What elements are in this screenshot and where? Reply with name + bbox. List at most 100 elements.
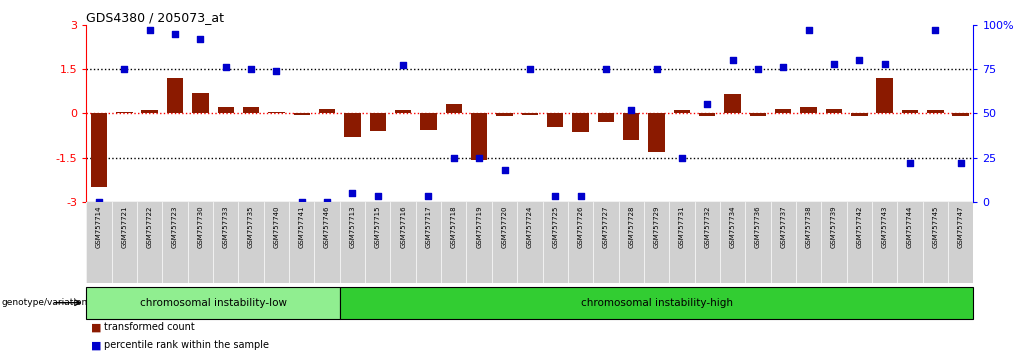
Text: GSM757733: GSM757733 [223, 206, 229, 249]
Text: GSM757731: GSM757731 [679, 206, 685, 249]
Point [648, 66, 664, 72]
Text: percentile rank within the sample: percentile rank within the sample [104, 340, 269, 350]
Bar [699, 113, 715, 116]
Bar [826, 109, 842, 113]
Bar [877, 78, 893, 113]
Point [497, 167, 513, 173]
Point [90, 199, 107, 205]
Point [547, 194, 563, 199]
Text: GSM757723: GSM757723 [172, 206, 178, 249]
Bar [395, 110, 411, 113]
Text: GSM757715: GSM757715 [375, 206, 381, 249]
Bar [623, 113, 639, 140]
Text: GSM757714: GSM757714 [97, 206, 102, 249]
Point [623, 107, 639, 113]
Bar [902, 110, 918, 113]
Bar [547, 113, 564, 127]
Point [851, 57, 868, 63]
Bar [446, 104, 462, 113]
Point [395, 63, 411, 68]
Bar [90, 113, 108, 187]
Bar [801, 107, 817, 113]
Text: GSM757734: GSM757734 [729, 206, 736, 249]
Bar [167, 78, 183, 113]
Text: GSM757722: GSM757722 [146, 206, 152, 248]
Bar [724, 94, 741, 113]
Bar [192, 93, 208, 113]
Text: GSM757746: GSM757746 [324, 206, 330, 249]
Text: GSM757725: GSM757725 [552, 206, 558, 248]
Bar [648, 113, 664, 152]
Bar [572, 113, 588, 132]
Point [192, 36, 208, 42]
Text: GDS4380 / 205073_at: GDS4380 / 205073_at [86, 11, 225, 24]
Point [167, 31, 183, 36]
Point [243, 66, 259, 72]
Point [370, 194, 386, 199]
Point [801, 27, 817, 33]
Point [471, 155, 488, 160]
Text: GSM757713: GSM757713 [350, 206, 356, 249]
Point [522, 66, 538, 72]
Bar [319, 109, 335, 113]
Bar [851, 113, 868, 116]
Text: GSM757739: GSM757739 [831, 206, 837, 249]
Point [928, 27, 944, 33]
Bar [471, 113, 488, 160]
Text: GSM757718: GSM757718 [451, 206, 457, 249]
Bar [268, 112, 284, 113]
Text: GSM757716: GSM757716 [400, 206, 406, 249]
Text: chromosomal instability-low: chromosomal instability-low [139, 298, 287, 308]
Text: GSM757726: GSM757726 [577, 206, 583, 249]
Text: GSM757717: GSM757717 [426, 206, 432, 249]
Bar [674, 110, 690, 113]
Point [319, 199, 335, 205]
Point [953, 160, 969, 166]
Bar [344, 113, 361, 137]
Text: GSM757743: GSM757743 [882, 206, 888, 249]
Text: GSM757735: GSM757735 [248, 206, 254, 249]
Bar [750, 113, 766, 116]
Bar [496, 113, 513, 116]
Text: GSM757742: GSM757742 [856, 206, 863, 248]
Bar [294, 113, 310, 115]
Point [877, 61, 893, 67]
Point [775, 64, 791, 70]
Bar [775, 109, 791, 113]
Point [572, 194, 588, 199]
Point [421, 194, 437, 199]
Text: genotype/variation: genotype/variation [1, 298, 87, 307]
Text: GSM757732: GSM757732 [704, 206, 710, 249]
Point [826, 61, 842, 67]
Bar [86, 287, 339, 319]
Text: GSM757745: GSM757745 [933, 206, 939, 248]
Point [344, 190, 361, 196]
Text: chromosomal instability-high: chromosomal instability-high [580, 298, 733, 308]
Bar [370, 113, 386, 131]
Point [116, 66, 132, 72]
Bar [339, 287, 973, 319]
Text: ■: ■ [90, 322, 102, 332]
Bar [927, 110, 944, 113]
Bar [521, 113, 538, 115]
Text: GSM757721: GSM757721 [121, 206, 127, 249]
Bar [116, 112, 133, 113]
Bar [952, 113, 969, 116]
Text: GSM757744: GSM757744 [907, 206, 913, 248]
Text: GSM757720: GSM757720 [502, 206, 508, 249]
Point [217, 64, 234, 70]
Text: GSM757738: GSM757738 [806, 206, 812, 249]
Point [268, 68, 284, 74]
Text: GSM757747: GSM757747 [958, 206, 963, 249]
Text: GSM757729: GSM757729 [653, 206, 659, 249]
Point [597, 66, 614, 72]
Text: GSM757736: GSM757736 [755, 206, 761, 249]
Point [446, 155, 462, 160]
Bar [243, 107, 259, 113]
Bar [141, 110, 157, 113]
Bar [217, 107, 234, 113]
Text: GSM757728: GSM757728 [628, 206, 634, 249]
Text: GSM757740: GSM757740 [273, 206, 279, 249]
Point [294, 199, 310, 205]
Bar [597, 113, 614, 122]
